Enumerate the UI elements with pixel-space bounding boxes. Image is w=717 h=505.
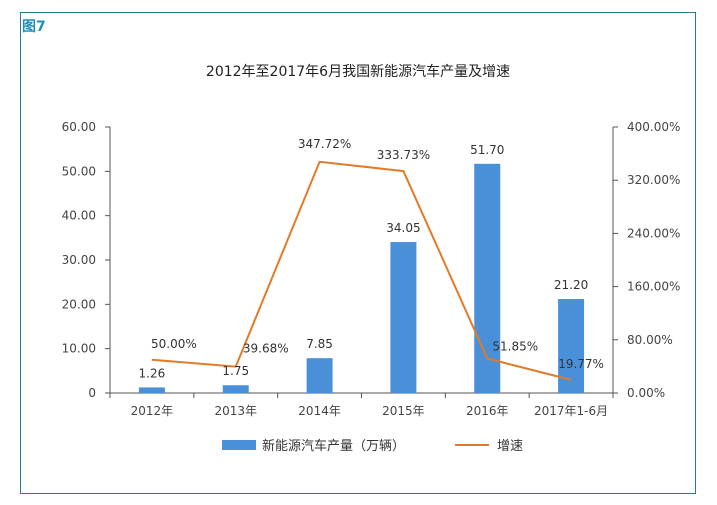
growth-value-label: 347.72% — [298, 137, 351, 151]
right-tick-label: 320.00% — [627, 173, 680, 187]
right-tick-label: 400.00% — [627, 120, 680, 134]
bar-value-label: 21.20 — [554, 278, 588, 292]
bar — [138, 387, 165, 393]
growth-value-label: 19.77% — [558, 357, 604, 371]
bar — [306, 358, 333, 393]
chart-frame — [20, 12, 696, 494]
bar-value-label: 34.05 — [386, 221, 420, 235]
bar — [390, 242, 417, 393]
left-tick-label: 10.00 — [62, 342, 96, 356]
growth-value-label: 39.68% — [243, 342, 289, 356]
bar — [222, 385, 249, 393]
legend-line-label: 增速 — [497, 439, 523, 454]
right-tick-label: 80.00% — [627, 333, 673, 347]
growth-line — [151, 160, 572, 381]
right-tick-label: 240.00% — [627, 226, 680, 240]
growth-value-label: 50.00% — [151, 337, 197, 351]
legend-bar-swatch — [222, 440, 256, 450]
data-labels: 1.26 1.75 7.85 34.05 51.70 21.20 50.00% 39.68% 3… — [139, 137, 604, 381]
left-tick-label: 0 — [88, 386, 96, 400]
chart-title: 2012年至2017年6月我国新能源汽车产量及增速 — [206, 63, 510, 80]
growth-line-path — [151, 160, 572, 381]
bar-value-label: 51.70 — [470, 143, 504, 157]
bar-value-label: 1.26 — [139, 366, 166, 380]
x-tick-label: 2013年 — [214, 404, 257, 418]
left-tick-label: 50.00 — [62, 164, 96, 178]
x-tick-label: 2017年1-6月 — [534, 404, 608, 418]
bar — [474, 163, 501, 393]
bar-value-label: 7.85 — [306, 337, 333, 351]
x-tick-label: 2012年 — [131, 404, 174, 418]
axes: 0 10.00 20.00 30.00 40.00 50.00 60.00 0.00% 80.0… — [62, 120, 681, 418]
left-tick-label: 30.00 — [62, 253, 96, 267]
bar-value-label: 1.75 — [222, 364, 249, 378]
x-tick-label: 2016年 — [466, 404, 509, 418]
left-tick-label: 60.00 — [62, 120, 96, 134]
legend: 新能源汽车产量（万辆） 增速 — [222, 438, 523, 454]
right-tick-label: 160.00% — [627, 280, 680, 294]
x-tick-label: 2014年 — [298, 404, 341, 418]
x-tick-label: 2015年 — [382, 404, 425, 418]
legend-bar-label: 新能源汽车产量（万辆） — [262, 438, 405, 454]
bars — [138, 163, 585, 393]
growth-value-label: 51.85% — [492, 340, 538, 354]
right-tick-label: 0.00% — [627, 386, 665, 400]
left-tick-label: 40.00 — [62, 209, 96, 223]
left-tick-label: 20.00 — [62, 297, 96, 311]
figure-label: 图7 — [22, 19, 46, 35]
growth-value-label: 333.73% — [377, 148, 430, 162]
